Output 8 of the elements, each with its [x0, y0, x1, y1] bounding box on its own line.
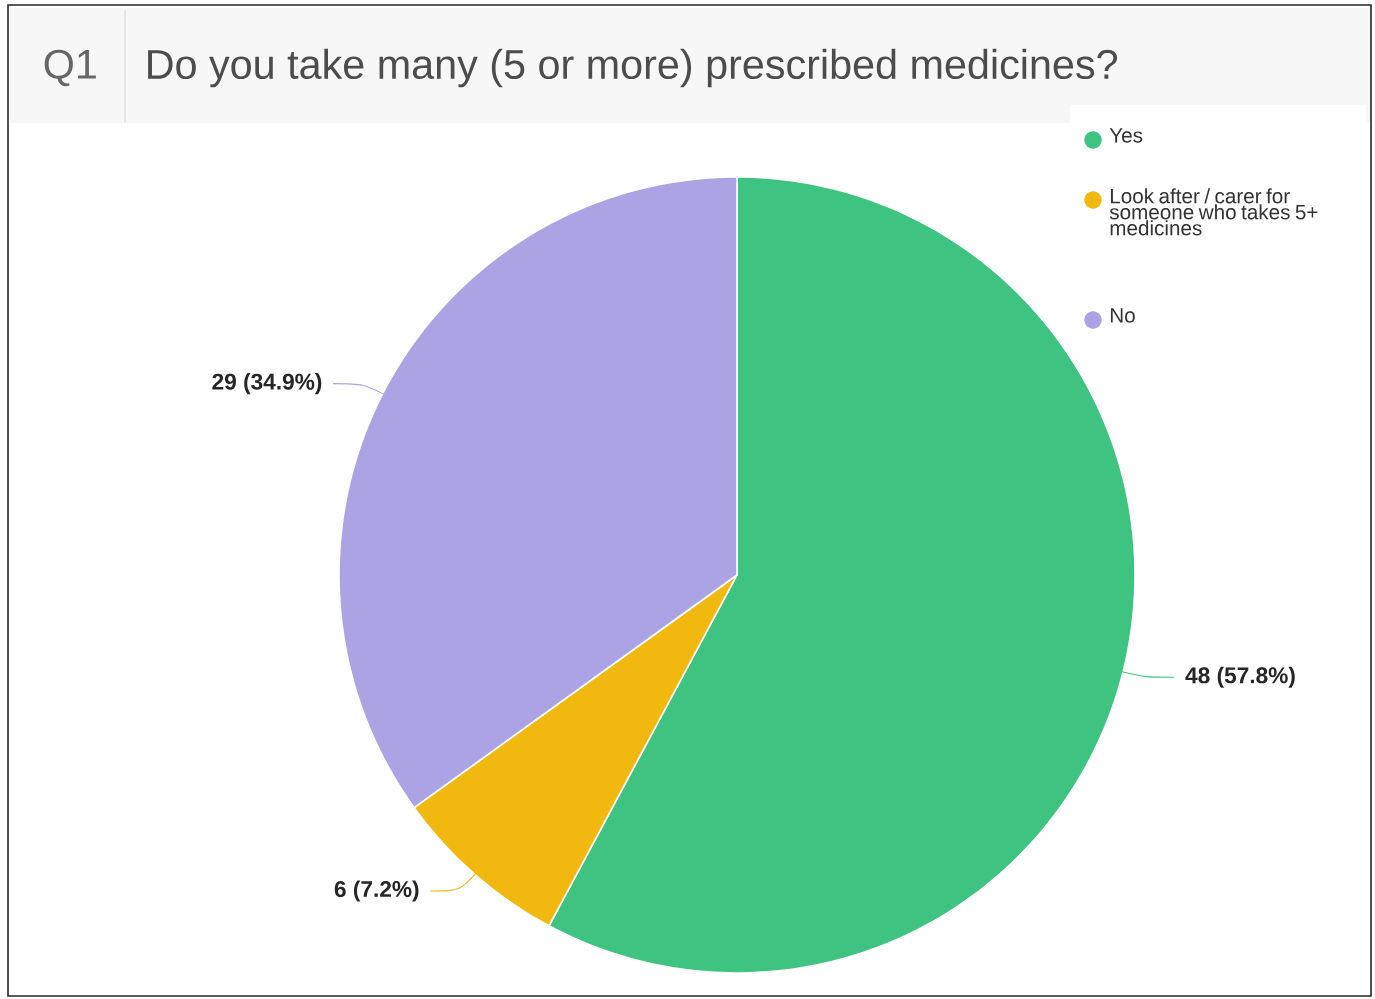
data-label: 6 (7.2%): [334, 880, 419, 902]
legend-label: Yes: [1109, 128, 1143, 143]
chart-title: Do you take many (5 or more) prescribed medicines?: [148, 48, 1118, 88]
legend-label: No: [1110, 308, 1135, 323]
data-label: 48 (57.8%): [1185, 666, 1295, 688]
data-label: 29 (34.9%): [212, 373, 322, 395]
text: Q1: [44, 49, 96, 87]
legend-label: Look after / carer for someone who takes 5+ medicines: [1109, 188, 1318, 236]
